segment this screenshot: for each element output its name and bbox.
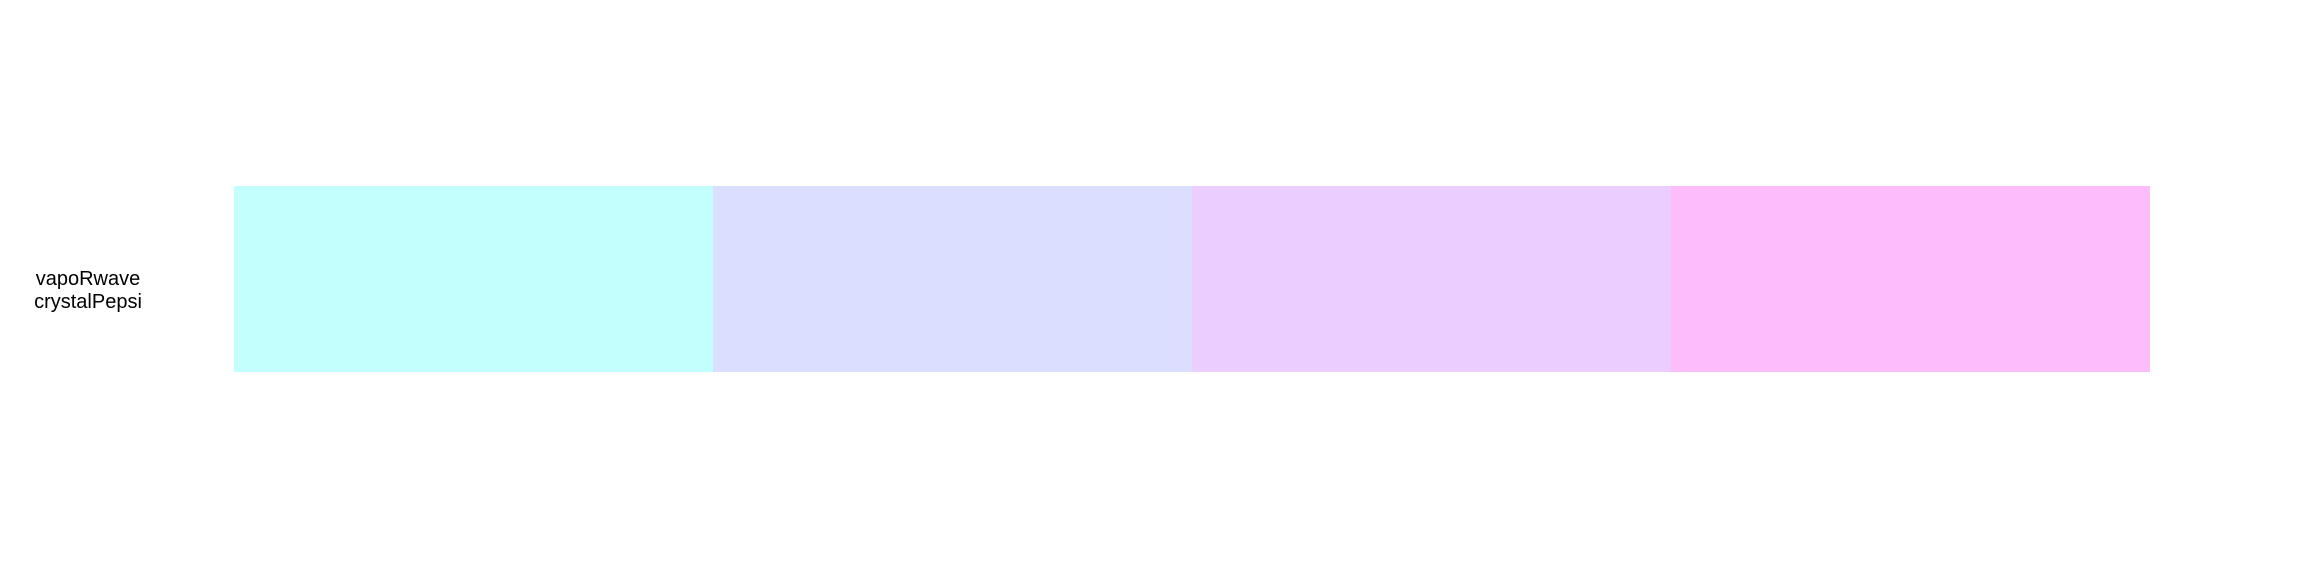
palette-name-line2: crystalPepsi [34,291,142,313]
color-swatch-4 [1671,186,2150,372]
color-swatch-strip [234,186,2150,372]
color-swatch-2 [713,186,1192,372]
color-swatch-1 [234,186,713,372]
color-swatch-3 [1192,186,1671,372]
palette-name-label: vapoRwave crystalPepsi [14,268,162,314]
palette-name-line1: vapoRwave [35,268,141,290]
